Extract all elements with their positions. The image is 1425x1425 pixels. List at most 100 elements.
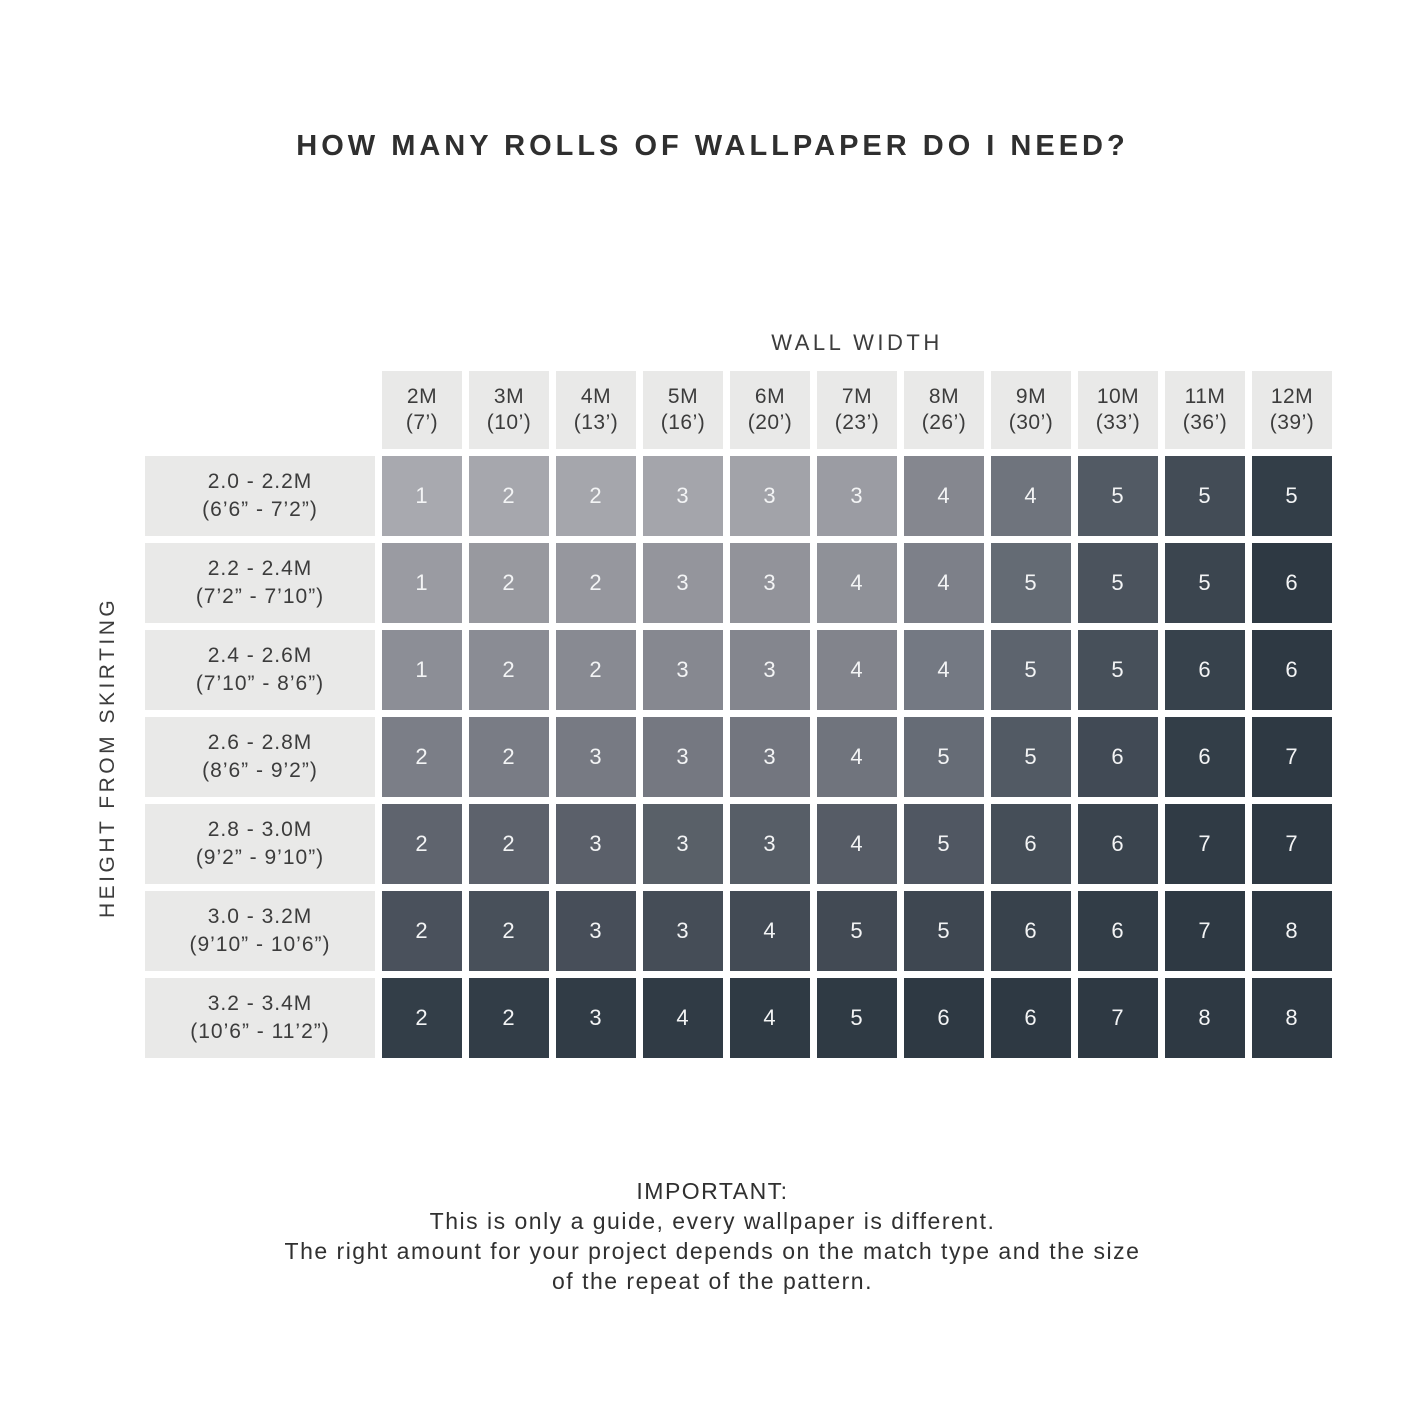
row-label-2-metric: 2.2 - 2.4M	[207, 557, 313, 580]
row-label-1-imperial: (6’6” - 7’2”)	[202, 498, 318, 521]
col-header-5m-imperial: (16’)	[660, 411, 706, 434]
cell-r4-c2: 2	[469, 717, 549, 797]
cell-r1-c5: 3	[730, 456, 810, 536]
cell-r1-c2: 2	[469, 456, 549, 536]
cell-r3-c5: 3	[730, 630, 810, 710]
cell-r1-c1: 1	[382, 456, 462, 536]
cell-r6-c4: 3	[643, 891, 723, 971]
col-header-4m-imperial: (13’)	[573, 411, 619, 434]
col-header-6m-imperial: (20’)	[747, 411, 793, 434]
cell-r6-c7: 5	[904, 891, 984, 971]
cell-r2-c11: 6	[1252, 543, 1332, 623]
row-label-4-imperial: (8’6” - 9’2”)	[202, 759, 318, 782]
cell-r2-c8: 5	[991, 543, 1071, 623]
row-label-3-metric: 2.4 - 2.6M	[207, 644, 313, 667]
row-label-5-metric: 2.8 - 3.0M	[207, 818, 313, 841]
footer-note: IMPORTANT: This is only a guide, every w…	[0, 1176, 1425, 1296]
cell-r4-c5: 3	[730, 717, 810, 797]
cell-r4-c9: 6	[1078, 717, 1158, 797]
cell-r3-c3: 2	[556, 630, 636, 710]
cell-r1-c6: 3	[817, 456, 897, 536]
row-label-2: 2.2 - 2.4M (7’2” - 7’10”)	[145, 543, 375, 623]
footer-line-1: This is only a guide, every wallpaper is…	[429, 1208, 996, 1234]
cell-r5-c5: 3	[730, 804, 810, 884]
cell-r2-c10: 5	[1165, 543, 1245, 623]
col-header-5m-metric: 5M	[667, 385, 699, 408]
cell-r6-c6: 5	[817, 891, 897, 971]
col-header-5m: 5M (16’)	[643, 371, 723, 449]
col-header-7m-metric: 7M	[841, 385, 873, 408]
col-header-11m-metric: 11M	[1184, 385, 1226, 408]
cell-r7-c3: 3	[556, 978, 636, 1058]
cell-r6-c10: 7	[1165, 891, 1245, 971]
cell-r3-c7: 4	[904, 630, 984, 710]
page-title: HOW MANY ROLLS OF WALLPAPER DO I NEED?	[296, 130, 1129, 162]
col-header-4m-metric: 4M	[580, 385, 612, 408]
cell-r1-c10: 5	[1165, 456, 1245, 536]
footer-line-2: The right amount for your project depend…	[284, 1238, 1141, 1264]
col-header-10m-metric: 10M	[1096, 385, 1140, 408]
cell-r1-c7: 4	[904, 456, 984, 536]
cell-r2-c1: 1	[382, 543, 462, 623]
col-header-2m: 2M (7’)	[382, 371, 462, 449]
col-header-4m: 4M (13’)	[556, 371, 636, 449]
col-header-8m: 8M (26’)	[904, 371, 984, 449]
row-label-1: 2.0 - 2.2M (6’6” - 7’2”)	[145, 456, 375, 536]
cell-r1-c9: 5	[1078, 456, 1158, 536]
cell-r5-c9: 6	[1078, 804, 1158, 884]
col-header-11m-imperial: (36’)	[1182, 411, 1228, 434]
col-header-8m-imperial: (26’)	[921, 411, 967, 434]
cell-r6-c9: 6	[1078, 891, 1158, 971]
cell-r3-c9: 5	[1078, 630, 1158, 710]
cell-r5-c1: 2	[382, 804, 462, 884]
cell-r6-c2: 2	[469, 891, 549, 971]
cell-r1-c3: 2	[556, 456, 636, 536]
cell-r1-c8: 4	[991, 456, 1071, 536]
cell-r5-c11: 7	[1252, 804, 1332, 884]
cell-r6-c3: 3	[556, 891, 636, 971]
cell-r5-c4: 3	[643, 804, 723, 884]
cell-r7-c5: 4	[730, 978, 810, 1058]
cell-r7-c1: 2	[382, 978, 462, 1058]
col-header-12m: 12M (39’)	[1252, 371, 1332, 449]
footer-heading: IMPORTANT:	[636, 1178, 789, 1204]
col-header-9m: 9M (30’)	[991, 371, 1071, 449]
cell-r5-c2: 2	[469, 804, 549, 884]
col-header-7m: 7M (23’)	[817, 371, 897, 449]
col-header-12m-imperial: (39’)	[1269, 411, 1315, 434]
cell-r5-c3: 3	[556, 804, 636, 884]
col-header-6m-metric: 6M	[754, 385, 786, 408]
cell-r7-c9: 7	[1078, 978, 1158, 1058]
row-label-5: 2.8 - 3.0M (9’2” - 9’10”)	[145, 804, 375, 884]
cell-r2-c2: 2	[469, 543, 549, 623]
cell-r3-c11: 6	[1252, 630, 1332, 710]
row-label-7-imperial: (10’6” - 11’2”)	[190, 1020, 330, 1043]
col-header-7m-imperial: (23’)	[834, 411, 880, 434]
cell-r4-c6: 4	[817, 717, 897, 797]
row-label-3-imperial: (7’10” - 8’6”)	[195, 672, 325, 695]
col-header-6m: 6M (20’)	[730, 371, 810, 449]
cell-r6-c5: 4	[730, 891, 810, 971]
rolls-table: WALL WIDTH 2M (7’) 3M (10’) 4M (13’) 5M (16’) 6M…	[145, 322, 1332, 1058]
cell-r4-c10: 6	[1165, 717, 1245, 797]
cell-r3-c8: 5	[991, 630, 1071, 710]
col-header-3m: 3M (10’)	[469, 371, 549, 449]
cell-r7-c7: 6	[904, 978, 984, 1058]
row-label-6-imperial: (9’10” - 10’6”)	[189, 933, 331, 956]
row-label-1-metric: 2.0 - 2.2M	[207, 470, 313, 493]
cell-r1-c11: 5	[1252, 456, 1332, 536]
col-header-12m-metric: 12M	[1270, 385, 1314, 408]
cell-r2-c4: 3	[643, 543, 723, 623]
cell-r3-c4: 3	[643, 630, 723, 710]
cell-r3-c1: 1	[382, 630, 462, 710]
col-header-2m-imperial: (7’)	[405, 411, 439, 434]
col-header-10m: 10M (33’)	[1078, 371, 1158, 449]
col-header-3m-metric: 3M	[493, 385, 525, 408]
footer-line-3: of the repeat of the pattern.	[552, 1268, 873, 1294]
col-header-2m-metric: 2M	[406, 385, 438, 408]
col-header-10m-imperial: (33’)	[1095, 411, 1141, 434]
cell-r4-c11: 7	[1252, 717, 1332, 797]
cell-r7-c4: 4	[643, 978, 723, 1058]
cell-r4-c3: 3	[556, 717, 636, 797]
cell-r6-c1: 2	[382, 891, 462, 971]
